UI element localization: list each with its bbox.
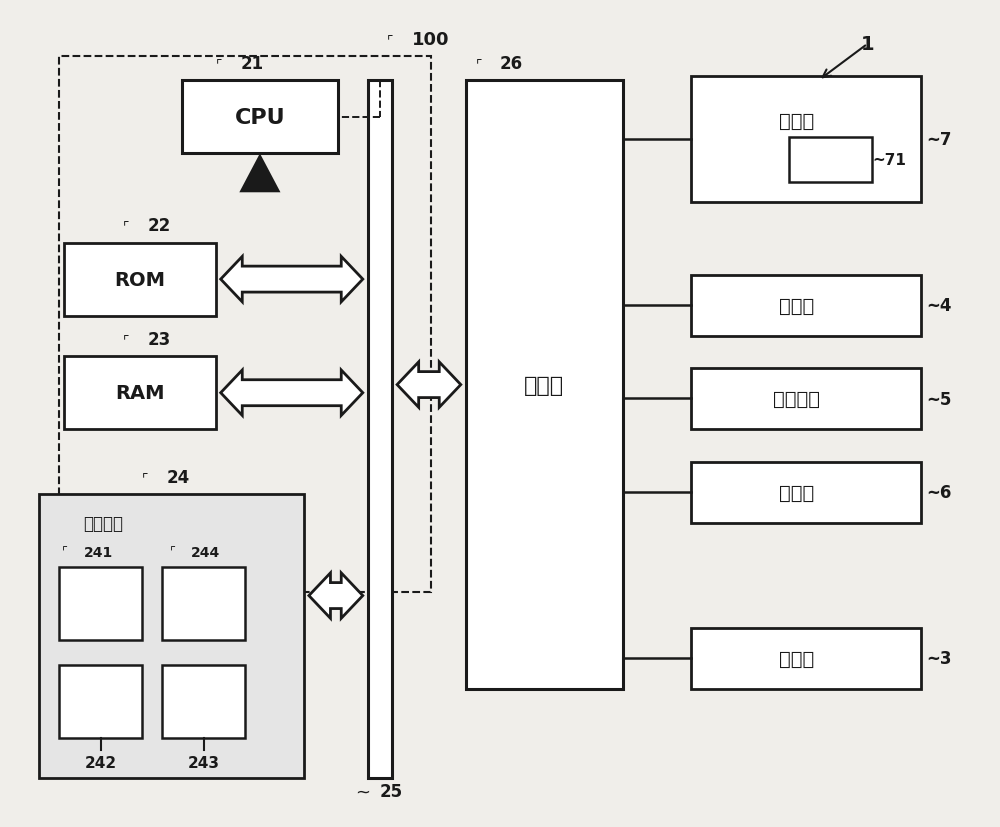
- Text: 控制器: 控制器: [524, 375, 564, 395]
- Bar: [39, 495, 304, 778]
- Text: 操作部: 操作部: [779, 112, 814, 131]
- Text: 241: 241: [84, 545, 113, 559]
- Text: 打印部: 打印部: [779, 483, 814, 502]
- Text: ⌜: ⌜: [142, 472, 149, 486]
- Bar: [162, 665, 245, 738]
- Text: ~6: ~6: [926, 484, 952, 501]
- Bar: [691, 77, 921, 203]
- Text: 25: 25: [380, 782, 403, 801]
- Bar: [368, 81, 392, 778]
- Text: 21: 21: [240, 55, 263, 73]
- Text: ROM: ROM: [114, 270, 165, 289]
- Text: ⌜: ⌜: [170, 547, 176, 559]
- Text: ⌜: ⌜: [387, 35, 394, 49]
- Text: ⌜: ⌜: [476, 59, 482, 73]
- Text: 243: 243: [188, 756, 220, 771]
- Bar: [691, 462, 921, 523]
- Text: RAM: RAM: [115, 384, 165, 403]
- Text: 存储器部: 存储器部: [84, 514, 124, 533]
- Text: 244: 244: [191, 545, 221, 559]
- Bar: [789, 138, 872, 183]
- Text: ⌜: ⌜: [123, 221, 129, 235]
- Text: ~4: ~4: [926, 297, 952, 315]
- Bar: [255, 174, 265, 193]
- Polygon shape: [309, 573, 363, 619]
- Text: 1: 1: [861, 36, 874, 55]
- Bar: [691, 275, 921, 337]
- Text: 计量部: 计量部: [779, 649, 814, 668]
- Bar: [59, 567, 142, 640]
- Text: ~7: ~7: [926, 131, 952, 149]
- Polygon shape: [239, 154, 280, 193]
- Text: 触摸面板: 触摸面板: [773, 390, 820, 409]
- Bar: [59, 665, 142, 738]
- Text: CPU: CPU: [235, 108, 285, 127]
- Bar: [162, 567, 245, 640]
- Bar: [182, 81, 338, 154]
- Bar: [59, 57, 431, 592]
- Bar: [64, 356, 216, 430]
- Text: ~: ~: [355, 782, 370, 801]
- Text: 242: 242: [85, 756, 117, 771]
- Text: ⌜: ⌜: [123, 335, 129, 349]
- Text: 23: 23: [147, 331, 170, 349]
- Text: ⌜: ⌜: [216, 59, 222, 73]
- Text: ~71: ~71: [872, 152, 906, 167]
- Bar: [691, 369, 921, 430]
- Text: ~3: ~3: [926, 650, 952, 667]
- Bar: [466, 81, 622, 689]
- Text: 22: 22: [147, 218, 170, 235]
- Text: 24: 24: [167, 468, 190, 486]
- Text: 100: 100: [412, 31, 449, 49]
- Bar: [691, 629, 921, 689]
- Polygon shape: [221, 257, 363, 303]
- Polygon shape: [221, 370, 363, 416]
- Text: ⌜: ⌜: [62, 547, 68, 559]
- Text: 显示部: 显示部: [779, 297, 814, 316]
- Text: 26: 26: [500, 55, 523, 73]
- Text: ~5: ~5: [926, 390, 952, 409]
- Bar: [64, 243, 216, 316]
- Polygon shape: [397, 362, 461, 408]
